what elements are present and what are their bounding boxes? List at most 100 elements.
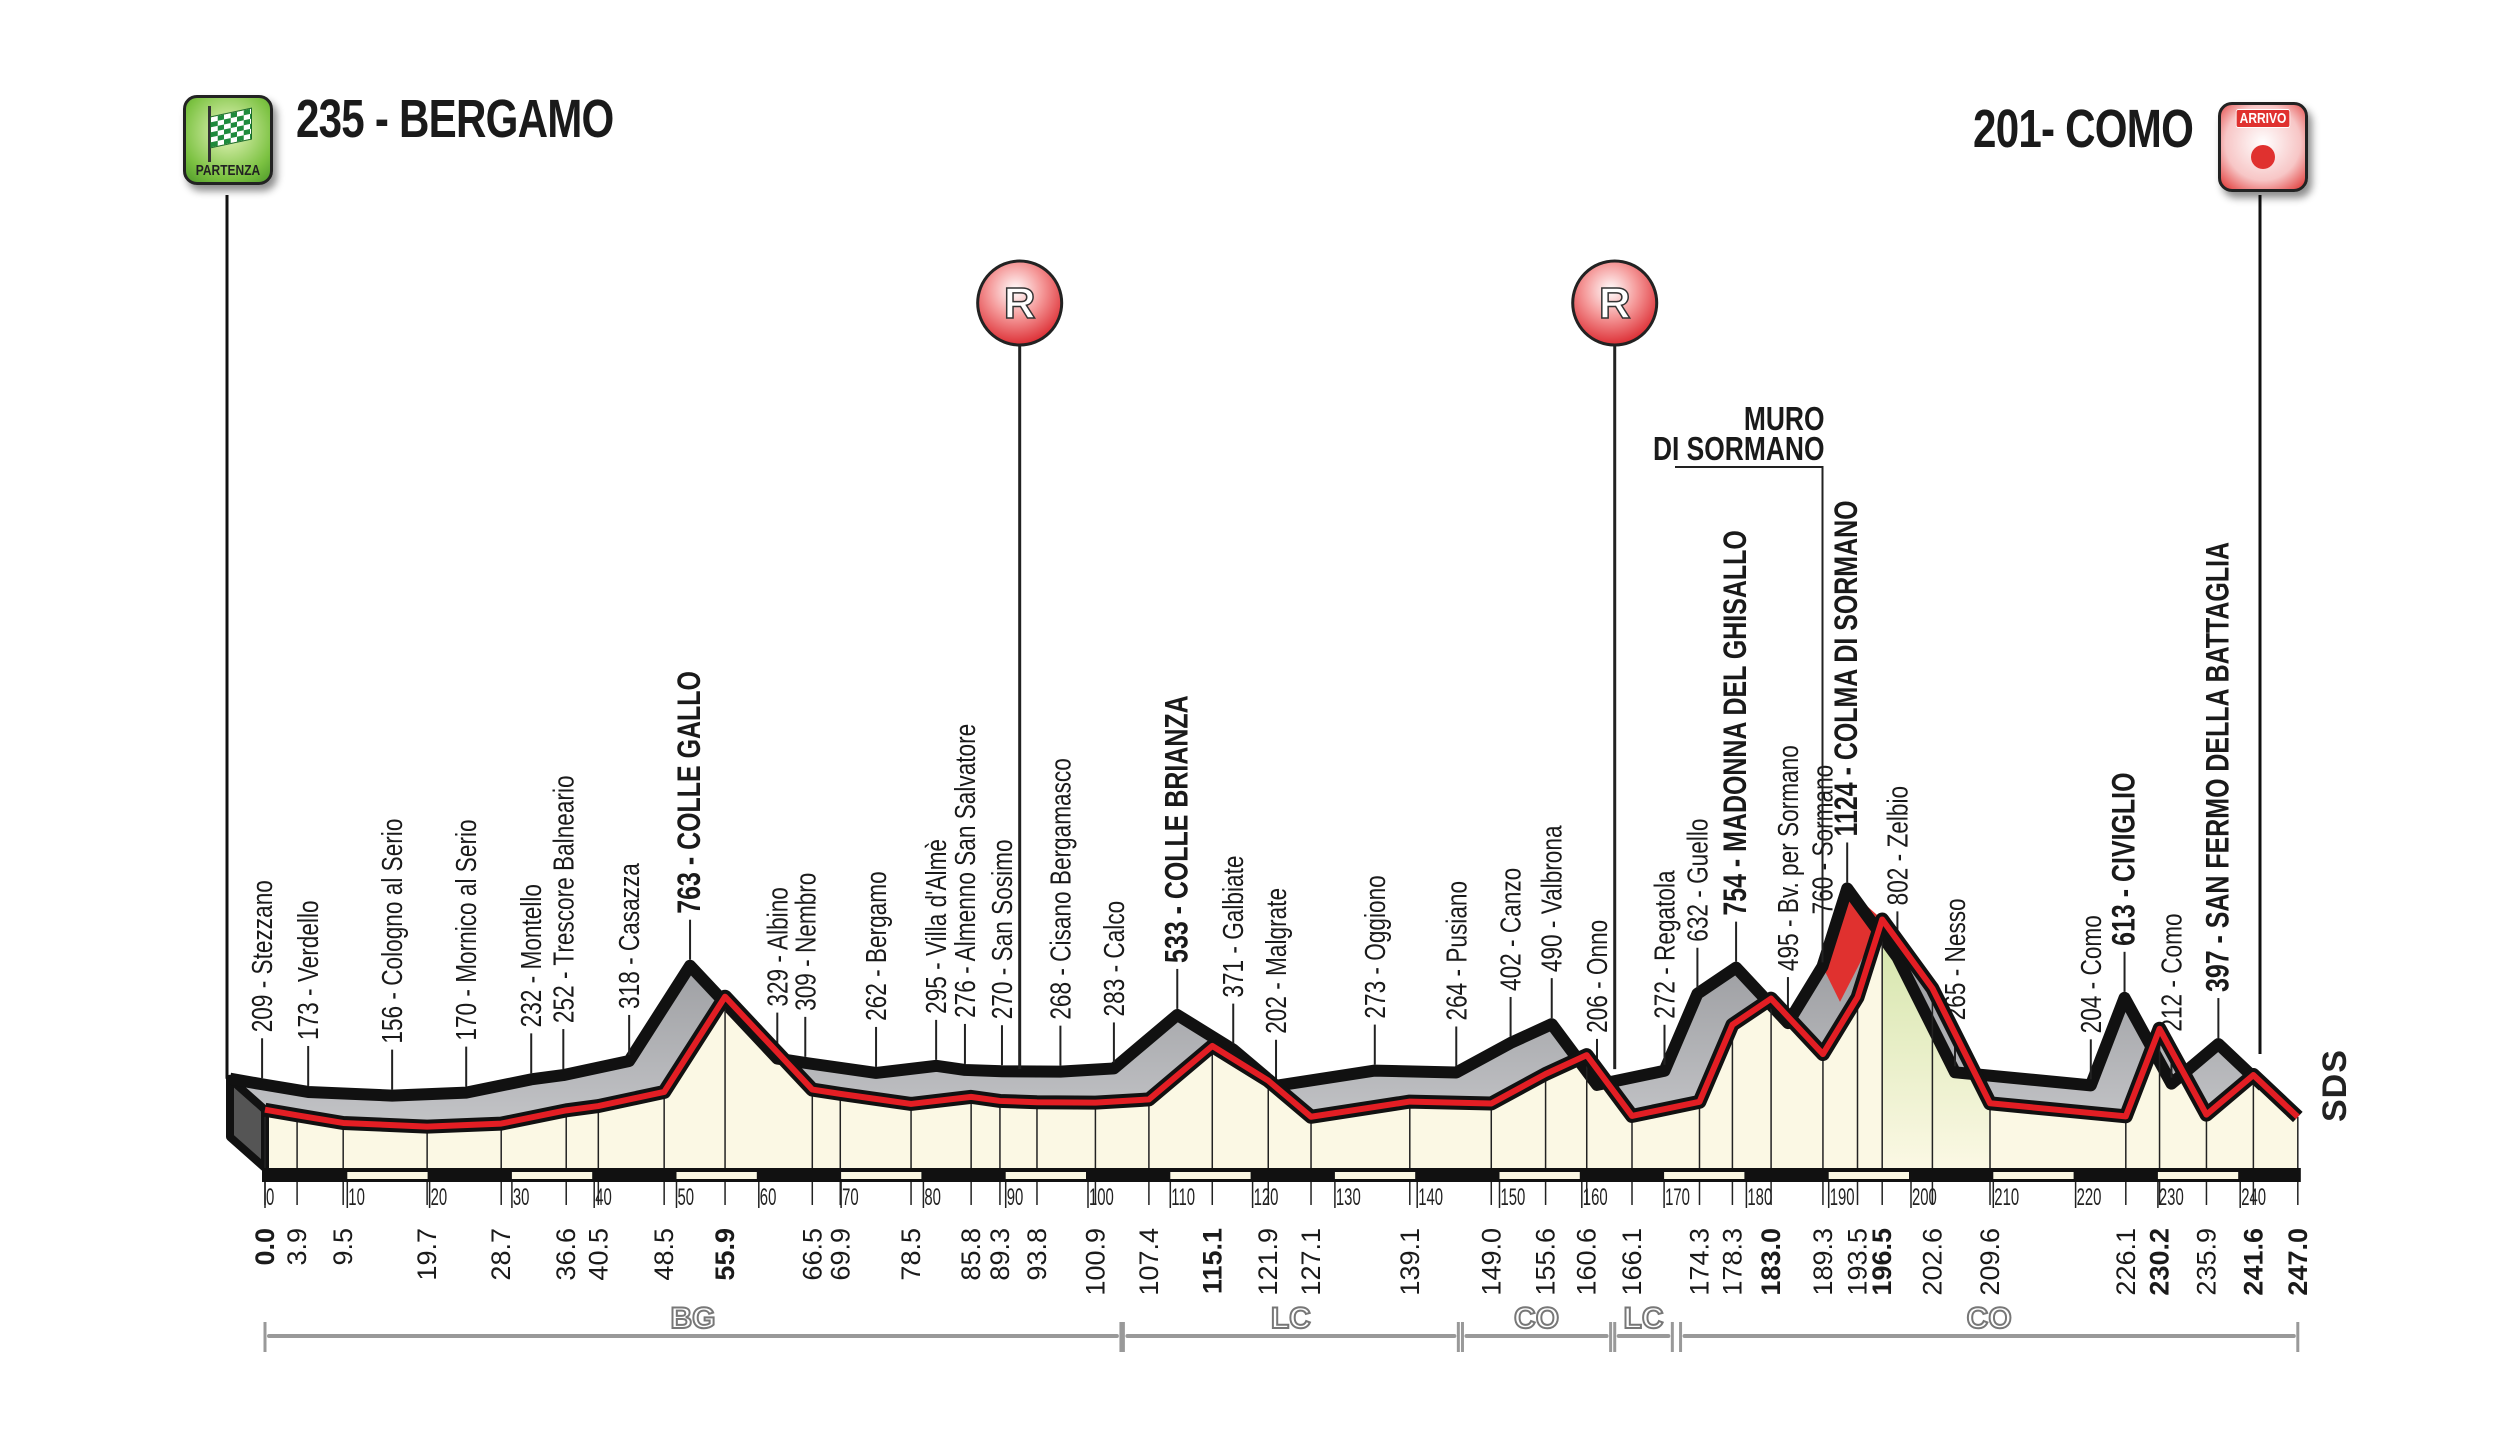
waypoint-label: 156 - Cologno al Serio: [375, 819, 408, 1044]
waypoint-label: 295 - Villa d'Almè: [919, 839, 952, 1014]
km-scale-bar: [262, 1168, 2301, 1182]
waypoint-label: 262 - Bergamo: [859, 871, 892, 1021]
km-tick-label: 150: [1501, 1185, 1526, 1211]
waypoint-label: 264 - Pusiano: [1440, 881, 1473, 1021]
waypoint-km-label: 196.5: [1867, 1228, 1897, 1296]
ground-area: [265, 919, 2298, 1168]
waypoint-km-label: 183.0: [1756, 1228, 1786, 1296]
waypoint-km-label: 235.9: [2191, 1228, 2221, 1296]
km-tick-label: 170: [1665, 1185, 1690, 1211]
waypoint-km-label: 28.7: [486, 1228, 516, 1281]
feed-zone-label: R: [1599, 279, 1631, 328]
muro-annotation-line: [1675, 466, 1824, 963]
waypoint-label: 270 - San Sosimo: [985, 839, 1018, 1019]
waypoint-km-label: 166.1: [1617, 1228, 1647, 1296]
km-tick-label: 90: [1007, 1185, 1024, 1211]
waypoint-label: 272 - Regatola: [1648, 870, 1681, 1019]
waypoint-km-label: 78.5: [896, 1228, 926, 1281]
waypoint-km-label: 202.6: [1917, 1228, 1947, 1296]
start-badge: PARTENZA: [183, 95, 273, 185]
waypoint-km-label: 55.9: [710, 1228, 740, 1281]
waypoint-km-label: 3.9: [282, 1228, 312, 1266]
waypoint-label: 173 - Verdello: [291, 900, 324, 1040]
km-tick-label: 0: [266, 1185, 274, 1211]
waypoint-km-label: 9.5: [328, 1228, 358, 1266]
waypoint-label: 232 - Montello: [514, 884, 547, 1027]
waypoint-km-label: 241.6: [2238, 1228, 2268, 1296]
waypoint-label: 402 - Canzo: [1494, 868, 1527, 991]
km-tick-label: 30: [513, 1185, 530, 1211]
waypoint-km-label: 189.3: [1808, 1228, 1838, 1296]
km-tick-label: 140: [1418, 1185, 1443, 1211]
waypoint-label: 202 - Malgrate: [1259, 888, 1292, 1034]
waypoint-label: 204 - Como: [2074, 915, 2107, 1033]
waypoint-km-label: 115.1: [1197, 1228, 1227, 1294]
waypoint-km-label: 121.9: [1253, 1228, 1283, 1296]
km-scale-segment: [841, 1172, 922, 1179]
waypoint-km-label: 85.8: [956, 1228, 986, 1281]
waypoint-km-label: 19.7: [412, 1228, 442, 1281]
waypoint-km-label: 36.6: [551, 1228, 581, 1281]
waypoint-km-label: 226.1: [2111, 1228, 2141, 1296]
waypoint-label: 329 - Albino: [761, 887, 794, 1006]
km-tick-label: 130: [1336, 1185, 1361, 1211]
waypoint-km-label: 107.4: [1134, 1228, 1164, 1296]
waypoint-label: 273 - Oggiono: [1358, 875, 1391, 1018]
waypoint-km-label: 247.0: [2283, 1228, 2313, 1296]
flag-pole-icon: [208, 106, 211, 162]
km-tick-label: 230: [2159, 1185, 2184, 1211]
waypoint-km-label: 160.6: [1572, 1228, 1602, 1296]
km-tick-label: 220: [2077, 1185, 2102, 1211]
province-label: LC: [1271, 1302, 1311, 1335]
checkered-flag-icon: [210, 107, 252, 149]
waypoint-label: 206 - Onno: [1580, 920, 1613, 1033]
waypoint-km-label: 139.1: [1395, 1228, 1425, 1296]
km-tick-label: 50: [678, 1185, 695, 1211]
km-tick-label: 60: [760, 1185, 777, 1211]
waypoint-km-label: 48.5: [649, 1228, 679, 1281]
km-tick-label: 70: [842, 1185, 859, 1211]
waypoint-label: 533 - COLLE BRIANZA: [1159, 695, 1195, 963]
waypoint-km-label: 127.1: [1296, 1228, 1326, 1296]
km-tick-label: 100: [1089, 1185, 1114, 1211]
waypoint-km-label: 69.9: [825, 1228, 855, 1281]
finish-badge-label: ARRIVO: [2235, 109, 2291, 128]
waypoint-km-label: 40.5: [583, 1228, 613, 1281]
km-scale-segment: [1334, 1172, 1416, 1179]
finish-badge: ARRIVO: [2218, 102, 2308, 192]
waypoint-label: 283 - Calco: [1097, 901, 1130, 1017]
feed-zone-marker: [1571, 259, 1659, 347]
waypoint-label: 170 - Mornico al Serio: [449, 819, 482, 1040]
km-scale-segment: [347, 1172, 428, 1179]
km-tick-label: 200: [1912, 1185, 1937, 1211]
km-tick-label: 180: [1747, 1185, 1772, 1211]
waypoint-km-label: 174.3: [1684, 1228, 1714, 1296]
waypoint-km-label: 230.2: [2145, 1228, 2175, 1296]
km-tick-label: 160: [1583, 1185, 1608, 1211]
km-tick-label: 110: [1171, 1185, 1195, 1211]
km-scale-segment: [676, 1172, 757, 1179]
km-scale-segment: [1828, 1172, 1909, 1179]
km-scale-segment: [2157, 1172, 2239, 1179]
waypoint-label: 754 - MADONNA DEL GHISALLO: [1718, 530, 1754, 915]
waypoint-label: 495 - Bv. per Sormano: [1771, 745, 1804, 971]
profile-band: [230, 888, 2298, 1127]
km-tick-label: 190: [1830, 1185, 1855, 1211]
waypoint-km-label: 209.6: [1975, 1228, 2005, 1296]
waypoint-label: 252 - Trescore Balneario: [547, 775, 580, 1023]
waypoint-label: 490 - Valbrona: [1535, 825, 1568, 972]
waypoint-km-label: 178.3: [1717, 1228, 1747, 1296]
km-scale-segment: [1993, 1172, 2074, 1179]
waypoint-km-label: 155.6: [1531, 1228, 1561, 1296]
waypoint-km-label: 89.3: [985, 1228, 1015, 1281]
start-city-title: 235 - BERGAMO: [296, 89, 614, 149]
km-scale-segment: [1005, 1172, 1086, 1179]
province-label: CO: [1514, 1302, 1559, 1335]
waypoint-label: 276 - Almenno San Salvatore: [948, 724, 981, 1018]
waypoint-label: 371 - Galbiate: [1216, 856, 1249, 998]
km-scale-segment: [1170, 1172, 1251, 1179]
brand-logo: SDS: [2316, 1049, 2354, 1122]
muro-annotation-text: MURO: [1744, 401, 1825, 437]
waypoint-label: 763 - COLLE GALLO: [672, 671, 708, 914]
km-tick-label: 40: [595, 1185, 612, 1211]
